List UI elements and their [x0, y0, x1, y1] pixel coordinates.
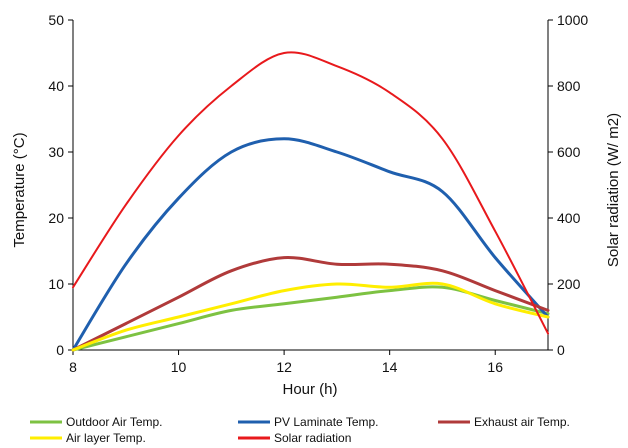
legend-entry-exhaust-air-temp: Exhaust air Temp. — [438, 415, 570, 429]
legend-entry-outdoor-air-temp: Outdoor Air Temp. — [30, 415, 163, 429]
y-left-tick-label: 50 — [48, 12, 64, 28]
legend-entry-air-layer-temp: Air layer Temp. — [30, 431, 146, 445]
legend-entry-solar-radiation: Solar radiation — [238, 431, 351, 445]
x-tick-label: 8 — [69, 359, 77, 375]
x-tick-label: 14 — [382, 359, 398, 375]
legend: Outdoor Air Temp. PV Laminate Temp. Exhaus… — [30, 415, 570, 445]
y-axis-left-title: Temperature (°C) — [11, 132, 28, 247]
tick-labels: 8 10 12 14 16 0 10 20 30 40 50 0 200 400 600 800 1000 — [48, 12, 588, 375]
y-right-tick-label: 0 — [557, 342, 565, 358]
legend-label: Outdoor Air Temp. — [66, 415, 163, 429]
series-line-exhaust-air-temp — [71, 256, 550, 352]
series-line-solar-radiation — [72, 51, 549, 335]
legend-label: Exhaust air Temp. — [474, 415, 570, 429]
series-line-air-layer-temp — [71, 281, 550, 352]
legend-label: PV Laminate Temp. — [274, 415, 379, 429]
x-axis-title: Hour (h) — [282, 381, 337, 398]
y-right-tick-label: 800 — [557, 78, 581, 94]
legend-label: Solar radiation — [274, 431, 351, 445]
series-lines — [71, 51, 550, 352]
y-right-tick-label: 600 — [557, 144, 581, 160]
legend-entry-pv-laminate-temp: PV Laminate Temp. — [238, 415, 379, 429]
legend-label: Air layer Temp. — [66, 431, 146, 445]
series-line-pv-laminate-temp — [71, 137, 550, 352]
y-left-tick-label: 0 — [56, 342, 64, 358]
y-left-tick-label: 30 — [48, 144, 64, 160]
y-right-tick-label: 400 — [557, 210, 581, 226]
x-tick-label: 16 — [487, 359, 503, 375]
y-left-tick-label: 40 — [48, 78, 64, 94]
x-tick-label: 12 — [276, 359, 292, 375]
y-left-tick-label: 20 — [48, 210, 64, 226]
x-tick-label: 10 — [171, 359, 187, 375]
y-right-tick-label: 1000 — [557, 12, 588, 28]
axes — [68, 19, 553, 355]
y-left-tick-label: 10 — [48, 276, 64, 292]
y-right-tick-label: 200 — [557, 276, 581, 292]
y-axis-right-title: Solar radiation (W/ m2) — [605, 113, 622, 267]
